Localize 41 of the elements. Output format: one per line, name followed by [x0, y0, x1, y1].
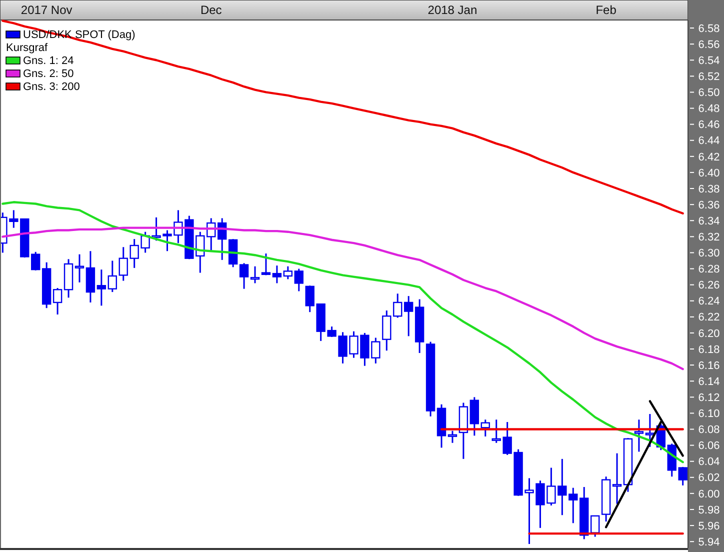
y-tick-label: 6.18	[698, 344, 720, 356]
y-tick-label: 6.32	[698, 232, 720, 244]
y-tick-label: 6.48	[698, 103, 720, 116]
y-tick-label: 5.98	[698, 504, 720, 516]
y-tick-label: 6.22	[698, 312, 720, 324]
y-tick-label: 6.10	[698, 408, 720, 420]
y-tick-label: 6.24	[698, 296, 720, 308]
y-tick-label: 6.00	[698, 488, 720, 500]
legend-title: Kursgraf	[6, 42, 49, 54]
y-tick-label: 6.26	[698, 280, 720, 292]
x-tick-label: 2017 Nov	[20, 3, 72, 17]
y-tick-label: 6.54	[698, 54, 720, 67]
y-tick-label: 6.04	[698, 456, 720, 468]
y-tick-label: 6.14	[698, 376, 720, 388]
y-tick-label: 6.42	[698, 151, 720, 164]
y-tick-label: 6.56	[698, 38, 720, 51]
x-tick-label: 2018 Jan	[428, 3, 478, 17]
y-tick-label: 6.38	[698, 183, 720, 196]
y-tick-label: 6.52	[698, 71, 720, 84]
legend-label: Gns. 3: 200	[23, 80, 80, 93]
y-tick-label: 6.44	[698, 135, 720, 148]
y-tick-label: 5.94	[698, 536, 720, 548]
y-tick-label: 6.02	[698, 472, 720, 484]
y-tick-label: 6.36	[698, 199, 720, 212]
y-tick-label: 6.08	[698, 424, 720, 436]
x-tick-label: Dec	[200, 3, 222, 17]
x-tick-label: Feb	[596, 3, 617, 17]
y-tick-label: 6.06	[698, 440, 720, 452]
y-tick-label: 6.12	[698, 392, 720, 404]
y-tick-label: 6.20	[698, 328, 720, 340]
y-tick-label: 6.46	[698, 119, 720, 132]
y-tick-label: 5.96	[698, 520, 720, 532]
y-tick-label: 6.40	[698, 167, 720, 180]
y-tick-label: 6.16	[698, 360, 720, 372]
y-tick-label: 6.28	[698, 264, 720, 276]
y-tick-label: 6.30	[698, 248, 720, 260]
y-tick-label: 6.50	[698, 87, 720, 100]
legend-label: Gns. 1: 24	[23, 54, 74, 67]
y-tick-label: 6.34	[698, 215, 720, 228]
legend-label: Gns. 2: 50	[23, 68, 74, 80]
y-tick-label: 6.58	[698, 22, 720, 35]
